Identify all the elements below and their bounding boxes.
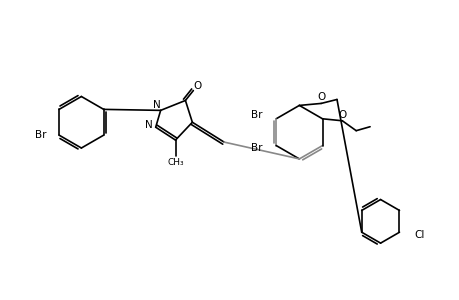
Text: Br: Br <box>250 110 262 120</box>
Text: Br: Br <box>34 130 46 140</box>
Text: CH₃: CH₃ <box>167 158 184 167</box>
Text: O: O <box>316 92 325 103</box>
Text: N: N <box>145 120 152 130</box>
Text: Br: Br <box>250 142 262 152</box>
Text: N: N <box>152 100 160 110</box>
Text: Cl: Cl <box>414 230 424 240</box>
Text: O: O <box>193 81 201 91</box>
Text: O: O <box>337 110 346 120</box>
